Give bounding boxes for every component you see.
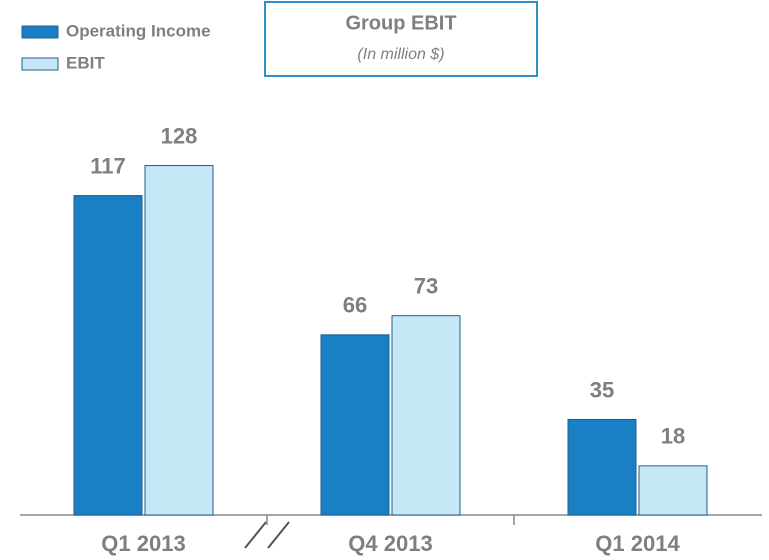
bar bbox=[145, 166, 213, 515]
value-label: 66 bbox=[343, 293, 367, 318]
chart-subtitle: (In million $) bbox=[357, 46, 444, 63]
value-label: 128 bbox=[161, 123, 198, 148]
value-label: 73 bbox=[414, 274, 438, 299]
legend-swatch bbox=[22, 58, 58, 70]
bar bbox=[74, 196, 142, 515]
value-label: 18 bbox=[661, 424, 685, 449]
x-tick-label: Q1 2013 bbox=[101, 531, 185, 556]
legend-label: Operating Income bbox=[66, 21, 211, 40]
bar bbox=[321, 335, 389, 515]
legend-swatch bbox=[22, 26, 58, 38]
chart-title: Group EBIT bbox=[345, 12, 456, 34]
chart: Group EBIT (In million $) Operating Inco… bbox=[0, 0, 769, 560]
value-label: 117 bbox=[90, 153, 126, 178]
x-tick-label: Q4 2013 bbox=[348, 531, 432, 556]
axis-break bbox=[268, 522, 289, 548]
legend-label: EBIT bbox=[66, 53, 105, 72]
value-label: 35 bbox=[590, 377, 614, 402]
bar bbox=[392, 316, 460, 515]
bar bbox=[639, 466, 707, 515]
axis-break bbox=[245, 522, 266, 548]
bar bbox=[568, 419, 636, 515]
x-tick-label: Q1 2014 bbox=[595, 531, 680, 556]
